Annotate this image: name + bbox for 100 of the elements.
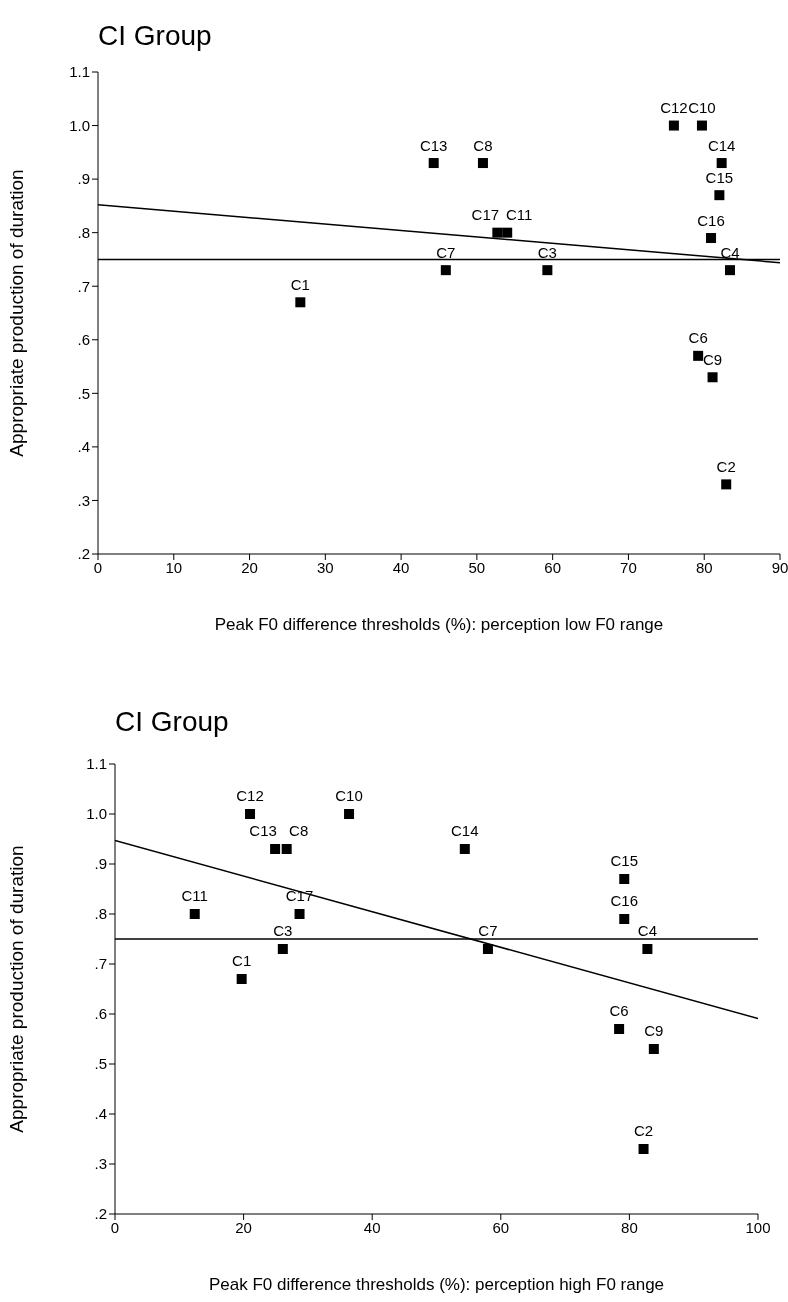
data-label: C9 (644, 1022, 664, 1040)
data-label: C3 (273, 922, 293, 940)
y-tick-label: .7 (94, 955, 107, 973)
point (706, 233, 717, 244)
data-label: C4 (637, 922, 657, 940)
point (277, 944, 288, 954)
point (428, 158, 439, 169)
y-tick-label: .4 (77, 438, 90, 456)
y-tick-label: .5 (94, 1055, 107, 1073)
point (714, 190, 725, 201)
y-axis-title: Appropriate production of duration (5, 169, 27, 457)
data-label: C1 (290, 275, 310, 293)
y-tick-label: .7 (77, 277, 90, 295)
data-label: C11 (181, 887, 208, 905)
y-tick-label: 1.0 (69, 116, 90, 134)
x-tick-label: 50 (468, 558, 486, 576)
y-tick-label: .8 (94, 905, 107, 923)
point (693, 350, 704, 361)
data-label: C4 (720, 243, 740, 261)
data-label: C3 (537, 243, 557, 261)
point (721, 479, 732, 490)
data-label: C7 (436, 243, 456, 261)
x-tick-label: 0 (110, 1218, 120, 1236)
point (638, 1144, 649, 1154)
y-tick-label: .4 (94, 1105, 107, 1123)
point (270, 844, 281, 854)
point (189, 909, 200, 919)
data-label: C6 (688, 329, 708, 347)
point (502, 227, 513, 238)
point (668, 120, 679, 131)
data-label: C14 (707, 136, 736, 154)
point (344, 809, 355, 819)
y-tick-label: 1.1 (69, 63, 90, 81)
data-label: C12 (660, 99, 688, 117)
data-label: C16 (610, 892, 639, 910)
point (716, 158, 727, 169)
data-label: C9 (702, 350, 723, 368)
x-axis-title: Peak F0 difference thresholds (%): perception high F0 range (208, 1275, 665, 1294)
data-label: C14 (451, 822, 479, 840)
chart-title: CI Group (115, 706, 229, 738)
data-label: C11 (506, 206, 533, 224)
data-label: C17 (471, 206, 500, 224)
point (245, 809, 256, 819)
x-tick-label: 100 (745, 1218, 771, 1236)
point (724, 265, 735, 276)
data-label: C17 (285, 887, 314, 905)
y-tick-label: .6 (77, 331, 90, 349)
y-axis-title: Appropriate production of duration (5, 845, 27, 1133)
x-tick-label: 60 (492, 1218, 510, 1236)
point (281, 844, 292, 854)
data-label: C8 (289, 822, 309, 840)
point (492, 227, 503, 238)
point (707, 372, 718, 383)
data-label: C10 (688, 99, 716, 117)
x-tick-label: 20 (235, 1218, 252, 1236)
y-tick-label: .5 (77, 384, 90, 402)
point (482, 944, 493, 954)
data-label: C6 (609, 1002, 629, 1020)
data-label: C15 (610, 852, 639, 870)
point (294, 909, 305, 919)
point (295, 297, 306, 308)
data-label: C15 (705, 168, 734, 186)
x-tick-label: 10 (165, 558, 183, 576)
point (642, 944, 653, 954)
point (619, 914, 630, 924)
data-label: C8 (473, 136, 493, 154)
y-tick-label: .9 (77, 170, 90, 188)
point (542, 265, 553, 276)
data-label: C13 (249, 822, 277, 840)
y-tick-label: .2 (77, 545, 90, 563)
x-axis-title: Peak F0 difference thresholds (%): perception low F0 range (214, 615, 664, 634)
point (648, 1044, 659, 1054)
point (236, 974, 247, 984)
data-label: C16 (697, 211, 725, 229)
point (619, 874, 630, 884)
y-tick-label: .2 (94, 1205, 107, 1223)
x-tick-label: 90 (771, 558, 788, 576)
point (696, 120, 707, 131)
data-label: C2 (716, 457, 736, 475)
data-label: C12 (236, 787, 264, 805)
point (614, 1024, 625, 1034)
y-tick-label: .8 (77, 223, 90, 241)
data-label: C2 (633, 1122, 654, 1140)
chart-title: CI Group (98, 20, 212, 52)
y-tick-label: .6 (94, 1005, 107, 1023)
point (440, 265, 451, 276)
y-tick-label: .3 (77, 491, 90, 509)
data-label: C10 (335, 787, 363, 805)
x-tick-label: 30 (316, 558, 334, 576)
y-tick-label: 1.1 (86, 755, 107, 773)
x-tick-label: 70 (620, 558, 637, 576)
data-label: C1 (232, 952, 252, 970)
x-tick-label: 80 (695, 558, 713, 576)
point (459, 844, 470, 854)
y-tick-label: .3 (94, 1155, 107, 1173)
x-tick-label: 80 (621, 1218, 638, 1236)
x-tick-label: 40 (392, 558, 410, 576)
x-tick-label: 0 (93, 558, 103, 576)
y-tick-label: 1.0 (86, 805, 107, 823)
data-label: C13 (419, 136, 448, 154)
